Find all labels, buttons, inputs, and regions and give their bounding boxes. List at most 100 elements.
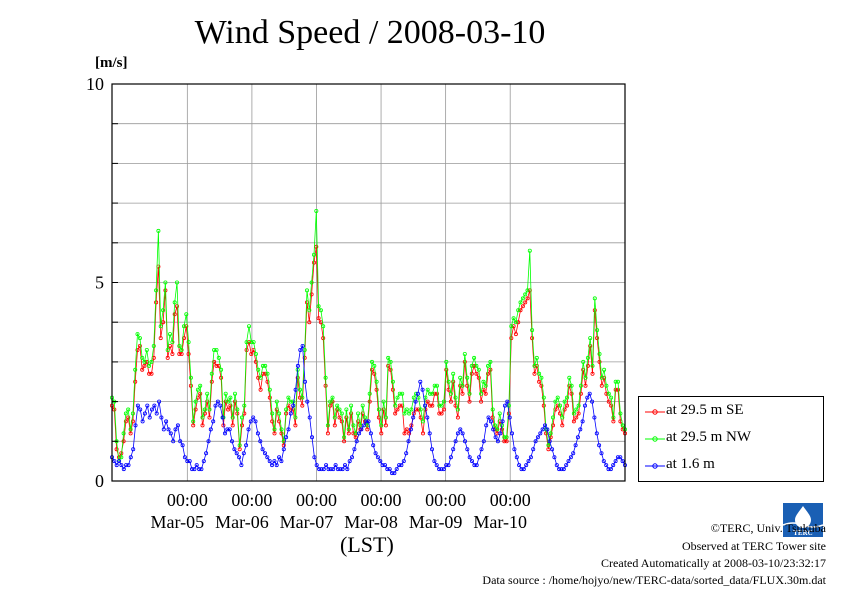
data-point (241, 451, 246, 456)
data-point (267, 395, 272, 400)
data-point (458, 427, 463, 432)
data-point (149, 407, 154, 412)
data-point (246, 340, 251, 345)
data-point (253, 351, 258, 356)
data-point (135, 332, 140, 337)
data-point (260, 363, 265, 368)
data-point (439, 467, 444, 472)
data-point (198, 383, 203, 388)
data-point (481, 379, 486, 384)
data-point (528, 455, 533, 460)
data-point (214, 363, 219, 368)
data-point (512, 447, 517, 452)
data-point (554, 463, 559, 468)
data-point (130, 411, 135, 416)
data-point (145, 403, 150, 408)
data-point (215, 399, 220, 404)
grid (112, 84, 625, 481)
data-point (133, 423, 138, 428)
data-point (551, 415, 556, 420)
data-point (388, 367, 393, 372)
x-tick-time: 00:00 (490, 490, 531, 510)
data-point (182, 455, 187, 460)
data-point (392, 471, 397, 476)
data-point (133, 379, 138, 384)
data-point (375, 455, 380, 460)
data-point (159, 415, 164, 420)
data-point (588, 336, 593, 341)
data-point (331, 467, 336, 472)
data-point (170, 351, 175, 356)
data-point (232, 447, 237, 452)
data-point (274, 463, 279, 468)
data-point (389, 471, 394, 476)
data-point (383, 423, 388, 428)
data-point (465, 383, 470, 388)
data-point (361, 423, 366, 428)
data-point (411, 395, 416, 400)
data-point (569, 383, 574, 388)
data-point (131, 447, 136, 452)
data-point (195, 387, 200, 392)
data-point (523, 300, 528, 305)
data-point (174, 280, 179, 285)
data-point (520, 304, 525, 309)
data-point (606, 391, 611, 396)
data-point (147, 415, 152, 420)
legend-marker-green (645, 436, 665, 442)
data-point (140, 355, 145, 360)
data-point (126, 463, 131, 468)
data-point (604, 463, 609, 468)
data-point (114, 463, 119, 468)
data-point (351, 431, 356, 436)
data-point (578, 427, 583, 432)
data-point (441, 399, 446, 404)
data-point (126, 407, 131, 412)
data-point (495, 439, 500, 444)
data-point (193, 399, 198, 404)
legend-marker-red (645, 409, 665, 415)
data-point (395, 395, 400, 400)
data-point (446, 379, 451, 384)
data-point (325, 431, 330, 436)
data-point (230, 423, 235, 428)
data-point (469, 371, 474, 376)
data-point (425, 399, 430, 404)
data-point (486, 415, 491, 420)
data-point (479, 447, 484, 452)
data-point (307, 415, 312, 420)
data-point (465, 447, 470, 452)
data-point (142, 363, 147, 368)
data-point (263, 363, 268, 368)
series-line (111, 246, 626, 459)
data-point (211, 419, 216, 424)
data-point (418, 407, 423, 412)
data-point (513, 320, 518, 325)
y-tick-label: 0 (95, 471, 104, 491)
data-point (342, 435, 347, 440)
data-point (284, 435, 289, 440)
data-point (416, 407, 421, 412)
data-point (364, 419, 369, 424)
data-point (225, 427, 230, 432)
data-point (530, 328, 535, 333)
data-point (525, 288, 530, 293)
data-point (404, 407, 409, 412)
data-point (209, 371, 214, 376)
x-tick-date: Mar-07 (280, 512, 334, 532)
data-point (349, 455, 354, 460)
data-point (439, 403, 444, 408)
data-point (335, 407, 340, 412)
data-point (545, 427, 550, 432)
data-point (229, 439, 234, 444)
data-point (359, 427, 364, 432)
data-point (237, 447, 242, 452)
data-point (555, 403, 560, 408)
data-point (291, 407, 296, 412)
data-point (495, 427, 500, 432)
data-point (472, 463, 477, 468)
data-point (578, 383, 583, 388)
data-point (374, 379, 379, 384)
data-point (507, 415, 512, 420)
data-point (260, 447, 265, 452)
